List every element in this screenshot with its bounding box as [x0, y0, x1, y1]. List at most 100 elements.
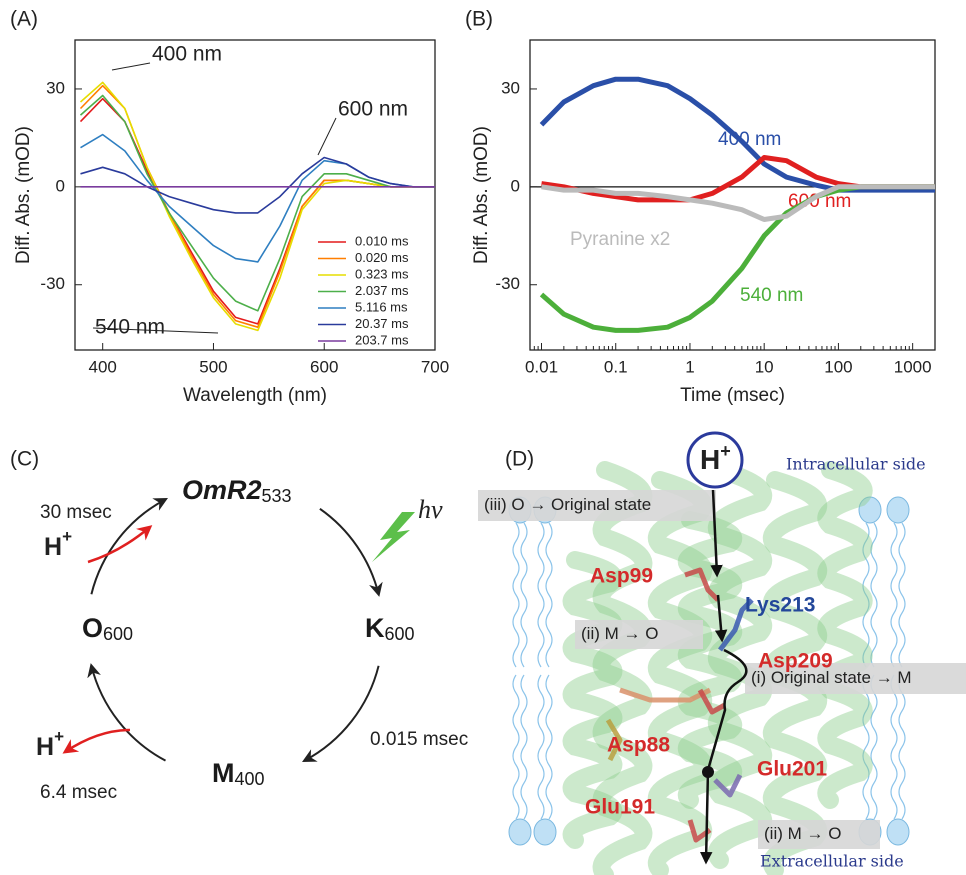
state-label: M400 [212, 758, 265, 789]
step-label: (ii) M → O [764, 824, 841, 843]
lipid-tail [870, 674, 878, 820]
lipid-tail [512, 522, 520, 668]
proton: H+ [36, 727, 64, 760]
panel-label: (A) [10, 8, 38, 31]
residue-stick [605, 718, 623, 762]
state-label: O600 [82, 613, 133, 644]
lipid-tail [545, 522, 553, 668]
helix [647, 471, 713, 875]
series-label: 540 nm [740, 285, 803, 306]
series-label: 400 nm [718, 129, 781, 150]
data-line [79, 94, 435, 312]
light-label: hν [418, 495, 443, 524]
helix [592, 461, 653, 875]
data-line [539, 76, 935, 193]
state-name: O [82, 613, 103, 643]
x-axis-title: Wavelength (nm) [183, 385, 327, 406]
state-name: OmR2 [182, 475, 262, 505]
proton-symbol: H [36, 733, 54, 761]
side-label: Intracellular side [786, 455, 926, 474]
proton-symbol: H [700, 444, 720, 475]
proton-symbol: H [44, 533, 62, 561]
lipid-tail [898, 522, 906, 668]
step-label: (iii) O → Original state [484, 495, 651, 514]
helix [562, 551, 623, 849]
lipid-head [508, 818, 532, 846]
cycle-arrow [302, 665, 380, 762]
lipid-tail [545, 674, 553, 820]
residue-label: Asp99 [590, 565, 653, 588]
lipid-tail [898, 674, 906, 820]
cycle-arrow [87, 663, 166, 762]
proton-path [699, 648, 748, 865]
x-tick-label: 600 [310, 357, 338, 376]
x-tick-label: 500 [199, 357, 227, 376]
lipid-tail [520, 674, 528, 820]
state-subscript: 600 [385, 624, 415, 644]
panel-label: (B) [465, 8, 493, 31]
annotation: 400 nm [152, 43, 222, 66]
y-tick-label: 0 [511, 176, 520, 195]
proton-arrow [87, 525, 153, 564]
annotation-leader [92, 327, 219, 334]
x-tick-label: 0.1 [604, 357, 628, 376]
lipid-tail [537, 674, 545, 820]
y-tick-label: 30 [501, 78, 520, 97]
residue-stick [684, 567, 720, 602]
legend-label: 5.116 ms [355, 299, 408, 314]
data-line [80, 156, 435, 214]
x-tick-label: 0.01 [525, 357, 558, 376]
annotation: 540 nm [95, 316, 165, 339]
x-tick-label: 10 [755, 357, 774, 376]
legend-label: 0.010 ms [355, 233, 409, 248]
lipid-head [533, 818, 557, 846]
lipid-tail [890, 674, 898, 820]
light-bolt [372, 512, 415, 562]
panel-label: (C) [10, 448, 39, 471]
proton: H+ [44, 527, 72, 560]
lipid-tail [870, 522, 878, 668]
y-tick-label: -30 [495, 274, 520, 293]
step-box [745, 663, 966, 694]
proton-charge: + [54, 727, 64, 746]
legend-label: 2.037 ms [355, 283, 409, 298]
step-label: (i) Original state → M [751, 668, 912, 687]
legend-label: 20.37 ms [355, 316, 409, 331]
lipid-head [858, 496, 882, 524]
lipid-tail [520, 522, 528, 668]
proton-charge: + [62, 527, 72, 546]
side-label: Extracellular side [760, 852, 904, 871]
state-subscript: 400 [235, 769, 265, 789]
x-tick-label: 100 [824, 357, 852, 376]
proton-circle [686, 431, 744, 489]
proton-path [714, 594, 728, 643]
annotation: 600 nm [338, 98, 408, 121]
time-label: 30 msec [40, 502, 112, 523]
x-tick-label: 1 [685, 357, 694, 376]
series-label: Pyranine x2 [570, 229, 670, 250]
residue-label: Asp88 [607, 734, 670, 757]
residue-label: Glu201 [757, 758, 827, 781]
y-axis-title: Diff. Abs. (mOD) [13, 126, 34, 264]
residue-label: Asp209 [758, 650, 833, 673]
step-label: (ii) M → O [581, 624, 658, 643]
lipid-tail [862, 522, 870, 668]
state-subscript: 600 [103, 624, 133, 644]
helix [817, 461, 873, 809]
residue-stick [718, 598, 754, 652]
helix [707, 461, 773, 869]
residue-stick [687, 819, 712, 843]
data-line [541, 184, 935, 222]
step-box [478, 490, 716, 521]
x-tick-label: 400 [89, 357, 117, 376]
lipid-tail [537, 522, 545, 668]
y-tick-label: 0 [56, 176, 65, 195]
residue-label: Glu191 [585, 796, 655, 819]
panel-label: (D) [505, 448, 534, 471]
legend-label: 0.323 ms [355, 266, 409, 281]
y-tick-label: -30 [40, 274, 65, 293]
state-label: K600 [365, 613, 415, 644]
y-axis-title: Diff. Abs. (mOD) [471, 126, 492, 264]
time-label: 0.015 msec [370, 729, 468, 750]
